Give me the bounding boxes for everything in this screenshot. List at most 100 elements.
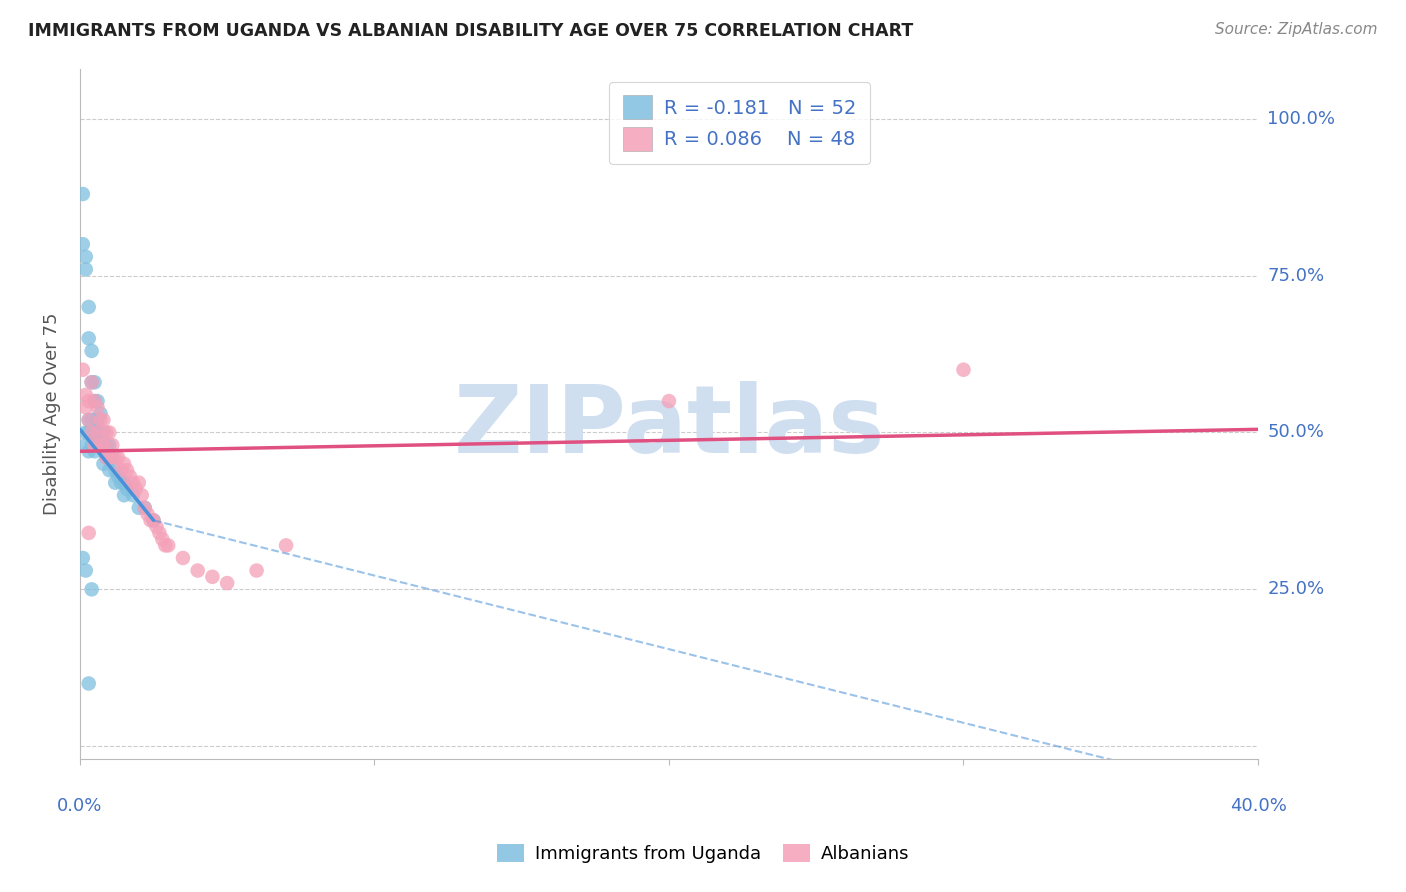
- Point: [110, 475, 132, 490]
- Point: [86, 413, 108, 427]
- Point: [217, 576, 239, 591]
- Point: [89, 438, 111, 452]
- Point: [952, 362, 974, 376]
- Point: [80, 425, 103, 440]
- Point: [75, 262, 97, 277]
- Point: [96, 438, 118, 452]
- Point: [83, 376, 105, 390]
- Point: [110, 463, 132, 477]
- Point: [77, 425, 100, 440]
- Text: ZIPatlas: ZIPatlas: [453, 382, 884, 474]
- Point: [187, 564, 209, 578]
- Point: [139, 513, 162, 527]
- Point: [98, 463, 121, 477]
- Point: [83, 413, 105, 427]
- Point: [148, 525, 170, 540]
- Point: [80, 343, 103, 358]
- Point: [89, 425, 111, 440]
- Point: [658, 394, 681, 409]
- Point: [134, 500, 156, 515]
- Point: [77, 413, 100, 427]
- Point: [80, 438, 103, 452]
- Point: [75, 250, 97, 264]
- Point: [142, 513, 165, 527]
- Point: [107, 469, 129, 483]
- Point: [112, 488, 135, 502]
- Point: [201, 570, 224, 584]
- Point: [80, 582, 103, 597]
- Point: [93, 413, 115, 427]
- Point: [101, 450, 124, 465]
- Point: [77, 394, 100, 409]
- Point: [131, 488, 153, 502]
- Point: [274, 538, 297, 552]
- Point: [86, 438, 108, 452]
- Point: [172, 551, 194, 566]
- Point: [83, 394, 105, 409]
- Point: [93, 425, 115, 440]
- Point: [96, 450, 118, 465]
- Point: [104, 450, 127, 465]
- Point: [125, 482, 148, 496]
- Point: [86, 401, 108, 415]
- Point: [112, 475, 135, 490]
- Point: [104, 475, 127, 490]
- Point: [115, 482, 138, 496]
- Point: [75, 401, 97, 415]
- Point: [77, 413, 100, 427]
- Text: 40.0%: 40.0%: [1230, 797, 1286, 814]
- Point: [122, 475, 145, 490]
- Point: [75, 425, 97, 440]
- Point: [89, 413, 111, 427]
- Point: [136, 507, 159, 521]
- Text: 100.0%: 100.0%: [1267, 110, 1336, 128]
- Point: [142, 513, 165, 527]
- Point: [157, 538, 180, 552]
- Text: 25.0%: 25.0%: [1267, 581, 1324, 599]
- Text: 75.0%: 75.0%: [1267, 267, 1324, 285]
- Point: [98, 450, 121, 465]
- Point: [75, 438, 97, 452]
- Point: [77, 331, 100, 345]
- Point: [101, 438, 124, 452]
- Point: [150, 532, 173, 546]
- Point: [93, 457, 115, 471]
- Point: [145, 519, 167, 533]
- Legend: Immigrants from Uganda, Albanians: Immigrants from Uganda, Albanians: [488, 835, 918, 872]
- Point: [72, 187, 94, 202]
- Point: [77, 444, 100, 458]
- Point: [104, 463, 127, 477]
- Point: [93, 438, 115, 452]
- Point: [72, 237, 94, 252]
- Y-axis label: Disability Age Over 75: Disability Age Over 75: [44, 312, 60, 515]
- Text: 50.0%: 50.0%: [1267, 424, 1324, 442]
- Point: [93, 438, 115, 452]
- Point: [77, 676, 100, 690]
- Text: Source: ZipAtlas.com: Source: ZipAtlas.com: [1215, 22, 1378, 37]
- Point: [112, 457, 135, 471]
- Legend: R = -0.181   N = 52, R = 0.086    N = 48: R = -0.181 N = 52, R = 0.086 N = 48: [609, 82, 870, 164]
- Point: [246, 564, 269, 578]
- Point: [128, 500, 150, 515]
- Point: [96, 450, 118, 465]
- Point: [77, 300, 100, 314]
- Point: [72, 551, 94, 566]
- Point: [83, 444, 105, 458]
- Point: [83, 438, 105, 452]
- Point: [98, 425, 121, 440]
- Point: [155, 538, 177, 552]
- Point: [128, 475, 150, 490]
- Point: [75, 564, 97, 578]
- Point: [98, 450, 121, 465]
- Point: [86, 394, 108, 409]
- Point: [80, 425, 103, 440]
- Point: [80, 376, 103, 390]
- Point: [134, 500, 156, 515]
- Point: [89, 407, 111, 421]
- Point: [98, 438, 121, 452]
- Point: [115, 463, 138, 477]
- Point: [72, 362, 94, 376]
- Point: [83, 394, 105, 409]
- Text: 0.0%: 0.0%: [58, 797, 103, 814]
- Point: [118, 469, 141, 483]
